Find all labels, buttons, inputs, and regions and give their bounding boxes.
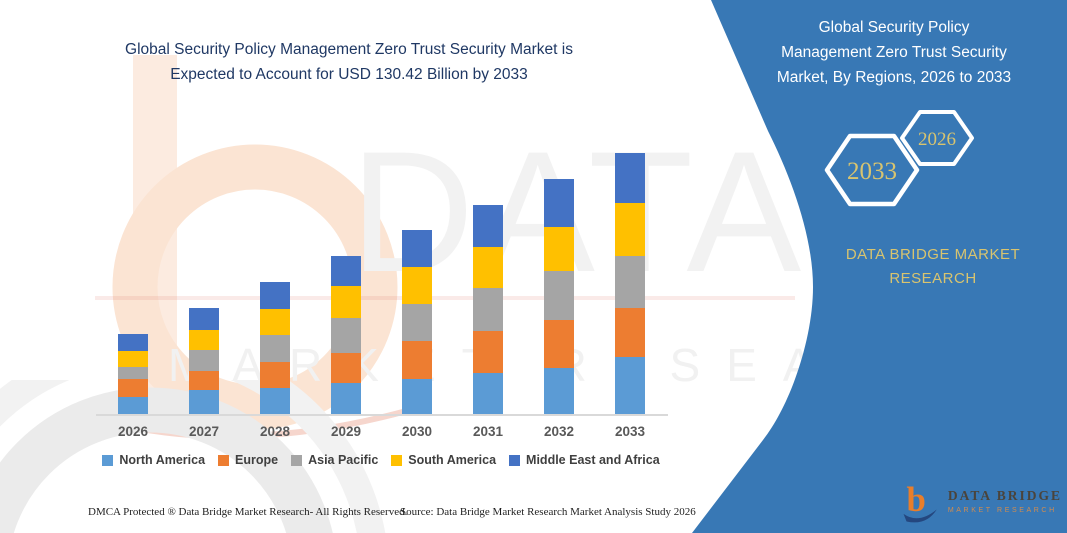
bar-segment-europe-2031: [473, 331, 503, 373]
bar-segment-asia-pacific-2030: [402, 304, 432, 341]
bar-segment-europe-2030: [402, 341, 432, 379]
dbmr-logo-icon: b: [903, 480, 937, 523]
bar-segment-south-america-2032: [544, 227, 574, 272]
brand-line1: DATA BRIDGE MARKET: [845, 246, 1021, 263]
bar-segment-europe-2032: [544, 319, 574, 368]
panel-title-line1: Global Security Policy: [818, 19, 970, 36]
bar-segment-asia-pacific-2031: [473, 288, 503, 332]
legend-swatch-south-america: [391, 454, 403, 466]
bar-segment-south-america-2033: [615, 203, 645, 257]
hexagon-2033-label: 2033: [847, 158, 897, 185]
brand-name: DATA BRIDGE MARKET RESEARCH: [800, 243, 1066, 291]
bar-segment-middle-east-and-africa-2033: [615, 153, 645, 204]
bar-segment-middle-east-and-africa-2032: [544, 178, 574, 227]
svg-text:b: b: [907, 480, 926, 519]
panel-title-line2: Management Zero Trust Security: [781, 44, 1007, 61]
hexagon-2033: 2033: [824, 133, 920, 207]
bar-segment-south-america-2030: [402, 267, 432, 305]
bar-segment-asia-pacific-2032: [544, 271, 574, 320]
bar-segment-north-america-2033: [615, 357, 645, 414]
legend-item-middle-east-and-africa: Middle East and Africa: [509, 453, 660, 467]
bar-segment-north-america-2032: [544, 367, 574, 414]
x-axis-label-2033: 2033: [614, 424, 646, 439]
bar-segment-middle-east-and-africa-2031: [473, 204, 503, 248]
hexagon-2026-label: 2026: [918, 129, 956, 150]
bar-segment-europe-2033: [615, 308, 645, 358]
brand-line2: RESEARCH: [889, 270, 977, 287]
x-axis-label-2031: 2031: [472, 424, 504, 439]
hexagon-2026: 2026: [900, 110, 974, 166]
panel-title-line3: Market, By Regions, 2026 to 2033: [776, 69, 1012, 86]
logo-name-text: DATA BRIDGE: [947, 488, 1062, 503]
bar-segment-middle-east-and-africa-2030: [402, 230, 432, 268]
legend-label-middle-east-and-africa: Middle East and Africa: [526, 453, 660, 467]
bar-segment-north-america-2031: [473, 373, 503, 414]
chart-title: Global Security Policy Management Zero T…: [58, 37, 640, 87]
x-axis-label-2032: 2032: [543, 424, 575, 439]
legend-label-south-america: South America: [408, 453, 497, 467]
panel-title: Global Security Policy Management Zero T…: [736, 15, 1052, 90]
dbmr-logo: b DATA BRIDGE MARKET RESEARCH: [902, 474, 1062, 528]
logo-sub-text: MARKET RESEARCH: [947, 507, 1057, 514]
source-text: Source: Data Bridge Market Research Mark…: [400, 506, 696, 518]
chart-title-line2: Expected to Account for USD 130.42 Billi…: [170, 66, 528, 83]
legend-swatch-middle-east-and-africa: [509, 454, 521, 466]
bar-segment-south-america-2031: [473, 247, 503, 289]
chart-title-line1: Global Security Policy Management Zero T…: [125, 41, 573, 58]
legend-item-south-america: South America: [391, 453, 496, 467]
bar-segment-asia-pacific-2033: [615, 256, 645, 309]
